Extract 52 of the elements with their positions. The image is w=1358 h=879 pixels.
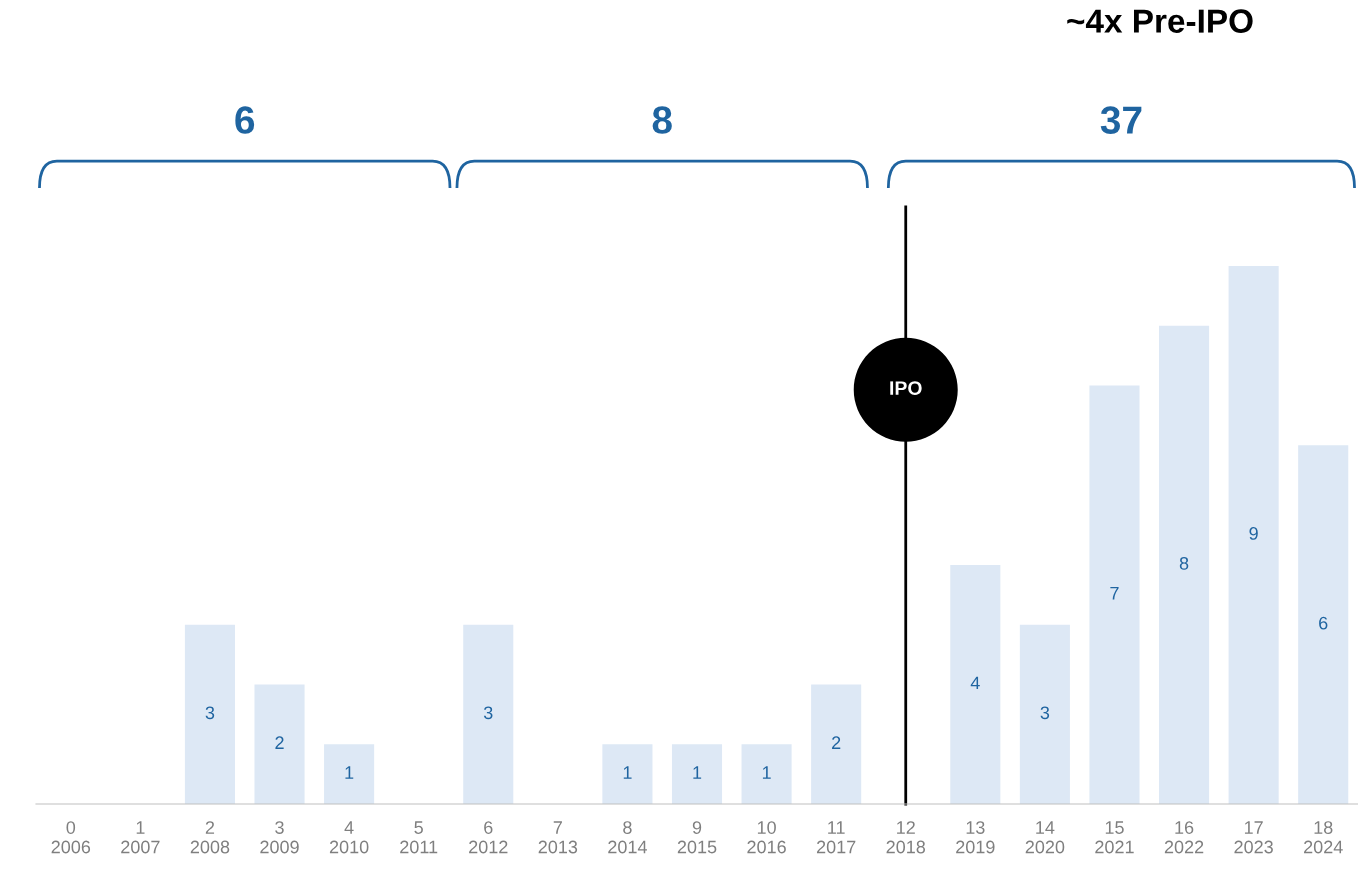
data-label: 1 bbox=[693, 766, 702, 779]
data-label: 1 bbox=[762, 766, 771, 779]
data-label: 6 bbox=[1319, 616, 1328, 630]
text: 8 bbox=[652, 106, 672, 134]
bar bbox=[1089, 385, 1140, 804]
text: 6 bbox=[235, 106, 255, 134]
bar bbox=[324, 744, 375, 804]
bar bbox=[1159, 325, 1210, 804]
x-tick-label: 12 2018 bbox=[886, 821, 926, 854]
data-label: 8 bbox=[1179, 556, 1189, 570]
data-label: 4 bbox=[970, 676, 980, 690]
x-tick-label: 14 2020 bbox=[1025, 821, 1065, 854]
bar bbox=[671, 744, 723, 804]
x-tick-label: 10 2016 bbox=[747, 821, 786, 854]
data-label: 1 bbox=[623, 766, 632, 779]
x-tick-label: 15 2021 bbox=[1095, 821, 1134, 854]
ref-line-label: IPO bbox=[890, 381, 922, 395]
x-tick-label: 0 2006 bbox=[51, 821, 91, 854]
x-tick-label: 17 2023 bbox=[1234, 821, 1273, 854]
x-tick-label: 3 2009 bbox=[260, 821, 299, 854]
x-tick-label: 2 2008 bbox=[190, 821, 230, 854]
x-tick-label: 4 2010 bbox=[329, 821, 369, 854]
bar bbox=[950, 564, 1001, 804]
bar bbox=[184, 624, 235, 804]
bar bbox=[254, 684, 305, 804]
bar bbox=[1228, 266, 1279, 804]
x-tick-label: 1 2007 bbox=[121, 821, 160, 854]
x-tick-label: 18 2024 bbox=[1304, 821, 1343, 854]
data-label: 3 bbox=[1040, 706, 1050, 720]
x-tick-label: 16 2022 bbox=[1164, 821, 1204, 854]
data-label: 3 bbox=[205, 706, 215, 720]
x-tick-label: 11 2017 bbox=[816, 821, 856, 854]
bar bbox=[811, 684, 862, 804]
x-tick-label: 7 2013 bbox=[538, 821, 578, 854]
data-label: 2 bbox=[832, 736, 841, 749]
data-label: 7 bbox=[1110, 587, 1119, 600]
data-label: 3 bbox=[483, 706, 493, 720]
data-label: 1 bbox=[345, 766, 354, 779]
x-tick-label: 6 2012 bbox=[469, 821, 508, 854]
bar bbox=[741, 744, 792, 804]
bar bbox=[1298, 445, 1349, 804]
chart-title: ~4x Pre-IPO bbox=[1067, 9, 1253, 33]
x-tick-label: 5 2011 bbox=[400, 821, 438, 854]
data-label: 9 bbox=[1249, 527, 1258, 540]
x-tick-label: 9 2015 bbox=[677, 821, 717, 854]
text: 37 bbox=[1100, 106, 1142, 134]
data-label: 2 bbox=[275, 736, 284, 749]
x-tick-label: 13 2019 bbox=[956, 821, 995, 854]
bar bbox=[602, 744, 653, 804]
bar bbox=[1019, 624, 1070, 804]
x-tick-label: 8 2014 bbox=[608, 821, 647, 854]
bar bbox=[463, 624, 514, 804]
